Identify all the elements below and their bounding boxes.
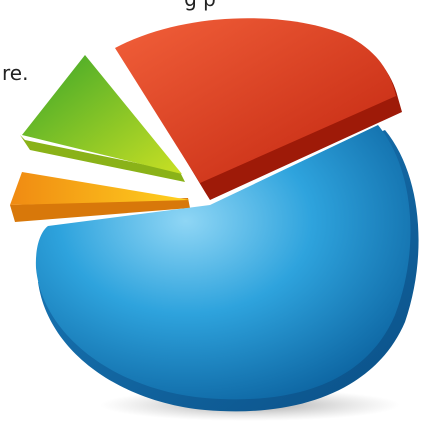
red-slice — [115, 18, 396, 183]
green-slice — [22, 55, 182, 174]
blue-slice — [35, 125, 411, 400]
cropped-top-text: g p — [184, 0, 216, 11]
orange-slice — [10, 172, 190, 205]
orange-slice-side — [10, 198, 190, 222]
cropped-left-text: re. — [2, 61, 28, 85]
green-slice-side — [20, 135, 185, 182]
